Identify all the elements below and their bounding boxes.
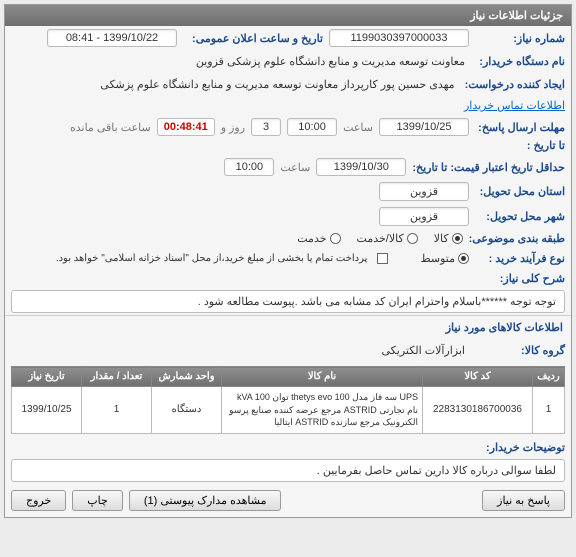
- row-buyer-notes: توضیحات خریدار:: [5, 438, 571, 457]
- partial-pay-label: پرداخت تمام یا بخشی از مبلغ خرید،از محل …: [52, 251, 372, 266]
- min-valid-hour: 10:00: [224, 158, 274, 176]
- goods-group-label: گروه کالا:: [475, 344, 565, 357]
- delivery-city-label: شهر محل تحویل:: [475, 210, 565, 223]
- hour-label-2: ساعت: [280, 161, 310, 174]
- cell-name: UPS سه فاز مدل thetys evo 100 توان kVA 1…: [222, 387, 423, 434]
- row-min-valid: حداقل تاریخ اعتبار قیمت: تا تاریخ: 1399/…: [5, 155, 571, 179]
- days-remaining: 3: [251, 118, 281, 136]
- radio-goods-label: کالا: [434, 232, 449, 245]
- row-buy-type: نوع فرآیند خرید : متوسط پرداخت تمام یا ب…: [5, 248, 571, 269]
- row-need-desc: شرح کلی نیاز:: [5, 269, 571, 288]
- deadline-hour: 10:00: [287, 118, 337, 136]
- min-valid-date: 1399/10/30: [316, 158, 406, 176]
- buyer-notes-box: لطفا سوالی درباره کالا دارین تماس حاصل ب…: [11, 459, 565, 482]
- row-budget-class: طبقه بندی موضوعی: کالا کالا/خدمت خدمت: [5, 229, 571, 248]
- announce-label: تاریخ و ساعت اعلان عمومی:: [183, 32, 323, 45]
- delivery-state-label: استان محل تحویل:: [475, 185, 565, 198]
- radio-dot-service: [330, 233, 341, 244]
- countdown-timer: 00:48:41: [157, 118, 215, 136]
- buyer-notes-label: توضیحات خریدار:: [475, 441, 565, 454]
- radio-dot-goods: [452, 233, 463, 244]
- col-code: کد کالا: [423, 367, 533, 387]
- need-desc-box: توجه توجه ******باسلام واحترام ایران کد …: [11, 290, 565, 313]
- row-goods-group: گروه کالا: ابزارآلات الکتریکی: [5, 339, 571, 362]
- budget-class-label: طبقه بندی موضوعی:: [469, 232, 565, 245]
- panel-title: جزئیات اطلاعات نیاز: [5, 5, 571, 26]
- remain-label: ساعت باقی مانده: [70, 121, 151, 134]
- col-need-date: تاریخ نیاز: [12, 367, 82, 387]
- creator-label: ایجاد کننده درخواست:: [465, 78, 565, 91]
- radio-service[interactable]: خدمت: [297, 232, 340, 245]
- exit-button[interactable]: خروج: [11, 490, 66, 511]
- items-table: ردیف کد کالا نام کالا واحد شمارش تعداد /…: [11, 366, 565, 434]
- radio-gs-label: کالا/خدمت: [357, 232, 404, 245]
- creator-value: مهدی حسین پور کارپرداز معاونت توسعه مدیر…: [96, 76, 458, 93]
- deadline-date: 1399/10/25: [379, 118, 469, 136]
- days-label: روز و: [221, 121, 245, 134]
- row-delivery-state: استان محل تحویل: قزوین: [5, 179, 571, 204]
- delivery-city: قزوین: [379, 207, 469, 226]
- print-button[interactable]: چاپ: [72, 490, 123, 511]
- row-delivery-city: شهر محل تحویل: قزوین: [5, 204, 571, 229]
- row-need-no: شماره نیاز: 1199030397000033 تاریخ و ساع…: [5, 26, 571, 50]
- budget-radio-group: کالا کالا/خدمت خدمت: [297, 232, 462, 245]
- col-name: نام کالا: [222, 367, 423, 387]
- footer-bar: خروج چاپ مشاهده مدارک پیوستی (1) پاسخ به…: [5, 484, 571, 517]
- cell-idx: 1: [533, 387, 565, 434]
- row-deadline: مهلت ارسال پاسخ: 1399/10/25 ساعت 10:00 3…: [5, 115, 571, 139]
- row-buyer-org: نام دستگاه خریدار: معاونت توسعه مدیریت و…: [5, 50, 571, 73]
- table-row[interactable]: 1 2283130186700036 UPS سه فاز مدل thetys…: [12, 387, 565, 434]
- goods-group-value: ابزارآلات الکتریکی: [378, 342, 469, 359]
- row-creator: ایجاد کننده درخواست: مهدی حسین پور کارپر…: [5, 73, 571, 115]
- items-info-title: اطلاعات کالاهای مورد نیاز: [5, 315, 571, 339]
- radio-service-label: خدمت: [297, 232, 326, 245]
- col-row: ردیف: [533, 367, 565, 387]
- need-desc-label: شرح کلی نیاز:: [475, 272, 565, 285]
- partial-pay-checkbox[interactable]: [377, 253, 388, 264]
- until-label: تا تاریخ :: [475, 139, 565, 152]
- hour-label-1: ساعت: [343, 121, 373, 134]
- cell-unit: دستگاه: [152, 387, 222, 434]
- announce-value: 1399/10/22 - 08:41: [47, 29, 177, 47]
- buy-type-label: نوع فرآیند خرید :: [475, 252, 565, 265]
- radio-dot-gs: [407, 233, 418, 244]
- col-qty: تعداد / مقدار: [82, 367, 152, 387]
- row-until: تا تاریخ :: [5, 139, 571, 155]
- radio-buy-mid[interactable]: متوسط: [420, 252, 469, 265]
- items-header-row: ردیف کد کالا نام کالا واحد شمارش تعداد /…: [12, 367, 565, 387]
- cell-code: 2283130186700036: [423, 387, 533, 434]
- cell-need-date: 1399/10/25: [12, 387, 82, 434]
- attachments-button[interactable]: مشاهده مدارک پیوستی (1): [129, 490, 282, 511]
- respond-button[interactable]: پاسخ به نیاز: [482, 490, 565, 511]
- radio-mid-label: متوسط: [420, 252, 455, 265]
- details-panel: جزئیات اطلاعات نیاز شماره نیاز: 11990303…: [4, 4, 572, 518]
- min-valid-label: حداقل تاریخ اعتبار قیمت: تا تاریخ:: [412, 161, 565, 174]
- radio-dot-mid: [458, 253, 469, 264]
- contact-info-link[interactable]: اطلاعات تماس خریدار: [464, 99, 565, 112]
- buyer-org-value: معاونت توسعه مدیریت و منابع دانشگاه علوم…: [192, 53, 469, 70]
- buyer-org-label: نام دستگاه خریدار:: [475, 55, 565, 68]
- col-unit: واحد شمارش: [152, 367, 222, 387]
- radio-goods-service[interactable]: کالا/خدمت: [357, 232, 418, 245]
- need-no-label: شماره نیاز:: [475, 32, 565, 45]
- cell-qty: 1: [82, 387, 152, 434]
- delivery-state: قزوین: [379, 182, 469, 201]
- need-no-value: 1199030397000033: [329, 29, 469, 47]
- radio-goods[interactable]: کالا: [434, 232, 463, 245]
- deadline-label: مهلت ارسال پاسخ:: [475, 121, 565, 134]
